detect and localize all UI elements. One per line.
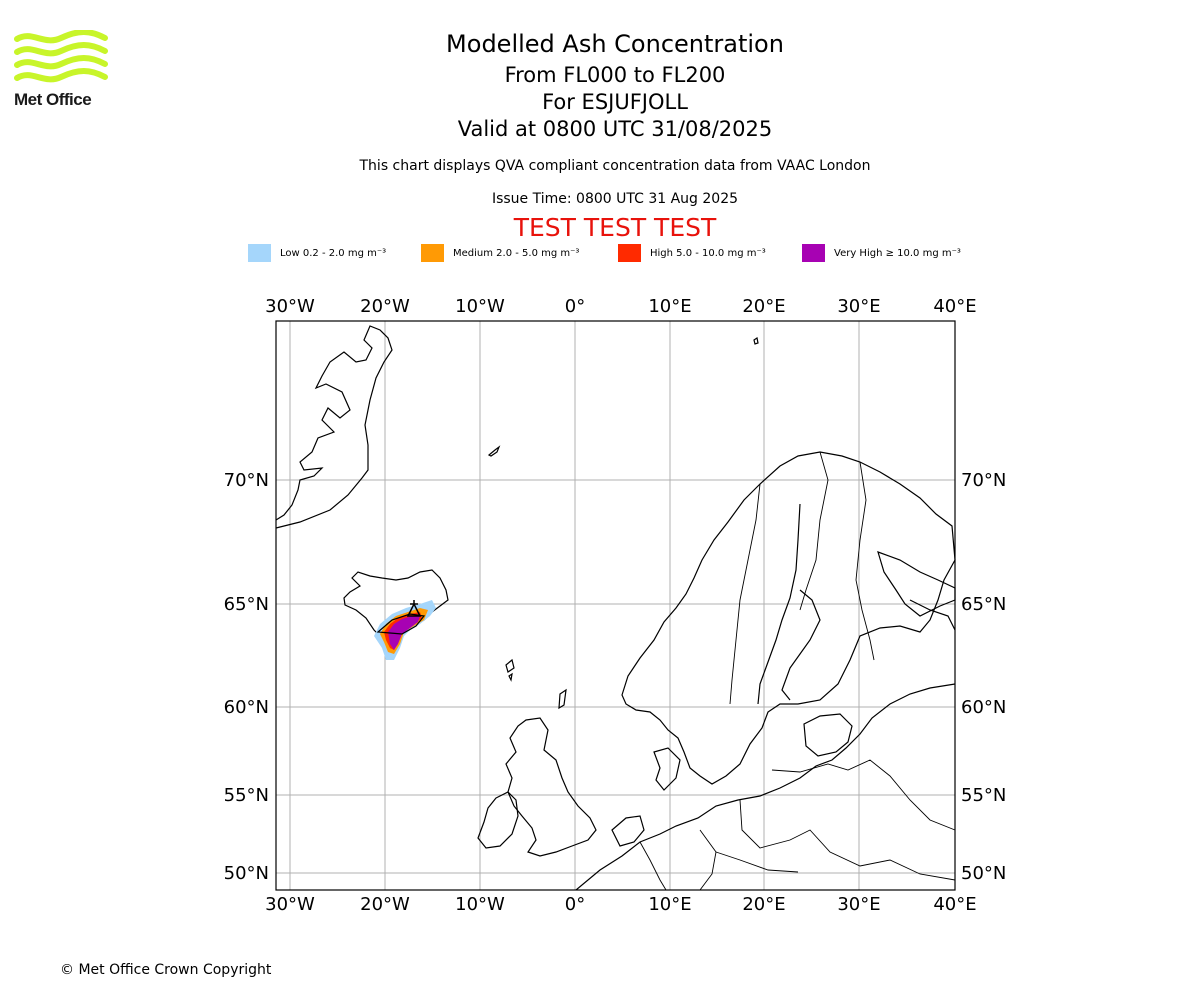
flight-level-range: From FL000 to FL200 (504, 63, 726, 87)
legend-item-medium: Medium 2.0 - 5.0 mg m⁻³ (421, 244, 579, 262)
lat-label: 70°N (961, 470, 1006, 491)
legend-swatch-very-high (802, 244, 825, 262)
qva-compliance-note: This chart displays QVA compliant concen… (359, 158, 871, 174)
lon-label: 30°E (837, 296, 880, 317)
lat-label: 50°N (961, 863, 1006, 884)
ash-plume (374, 600, 436, 660)
lat-label: 60°N (961, 697, 1006, 718)
ash-polygon-outline (376, 613, 426, 635)
logo-text: Met Office (14, 90, 92, 109)
lon-label: 20°E (742, 296, 785, 317)
coast-continent (575, 683, 956, 891)
lon-label: 10°W (455, 296, 505, 317)
volcano-name: For ESJUFJOLL (542, 90, 688, 114)
coast-denmark (653, 747, 681, 791)
lon-label: 40°E (933, 296, 976, 317)
legend-swatch-high (618, 244, 641, 262)
lon-label: 30°W (265, 894, 315, 915)
lon-label: 20°W (360, 296, 410, 317)
longitude-labels-bottom: 30°W 20°W 10°W 0° 10°E 20°E 30°E 40°E (265, 894, 976, 915)
country-borders (639, 451, 956, 891)
lon-label: 10°E (648, 894, 691, 915)
coast-baltic-states (803, 713, 853, 757)
latitude-labels-left: 70°N 65°N 60°N 55°N 50°N (224, 470, 269, 884)
legend-label-very-high: Very High ≥ 10.0 mg m⁻³ (834, 247, 961, 259)
legend-item-very-high: Very High ≥ 10.0 mg m⁻³ (802, 244, 961, 262)
ash-very-high (388, 616, 420, 650)
lon-label: 30°E (837, 894, 880, 915)
coast-greenland (275, 325, 393, 529)
legend-label-low: Low 0.2 - 2.0 mg m⁻³ (280, 247, 387, 259)
lat-label: 55°N (961, 785, 1006, 806)
coast-shetland (558, 688, 567, 710)
issue-time: Issue Time: 0800 UTC 31 Aug 2025 (491, 191, 739, 207)
chart-title: Modelled Ash Concentration (446, 30, 784, 58)
coast-bjornoya (753, 337, 759, 345)
coast-netherlands (611, 815, 645, 847)
legend-label-medium: Medium 2.0 - 5.0 mg m⁻³ (453, 247, 580, 259)
coast-scandinavia (621, 451, 956, 785)
coast-gulf-of-bothnia (757, 503, 801, 705)
lon-label: 20°W (360, 894, 410, 915)
legend-item-low: Low 0.2 - 2.0 mg m⁻³ (248, 244, 386, 262)
coast-kola (877, 551, 956, 617)
concentration-legend: Low 0.2 - 2.0 mg m⁻³ Medium 2.0 - 5.0 mg… (0, 244, 1200, 264)
longitude-labels-top: 30°W 20°W 10°W 0° 10°E 20°E 30°E 40°E (265, 296, 976, 317)
map-gridlines (276, 321, 955, 890)
lon-label: 10°W (455, 894, 505, 915)
coast-white-sea (909, 599, 956, 631)
lon-label: 30°W (265, 296, 315, 317)
coast-great-britain (505, 717, 597, 857)
lon-label: 20°E (742, 894, 785, 915)
lat-label: 60°N (224, 697, 269, 718)
legend-label-high: High 5.0 - 10.0 mg m⁻³ (650, 247, 766, 259)
coast-ireland (477, 791, 519, 849)
met-office-waves-icon (14, 29, 108, 83)
lat-label: 55°N (224, 785, 269, 806)
legend-swatch-medium (421, 244, 444, 262)
lon-label: 0° (565, 296, 585, 317)
latitude-labels-right: 70°N 65°N 60°N 55°N 50°N (961, 470, 1006, 884)
lon-label: 0° (565, 894, 585, 915)
test-banner: TEST TEST TEST (513, 213, 717, 242)
lat-label: 65°N (961, 594, 1006, 615)
coastlines (275, 325, 956, 891)
lat-label: 65°N (224, 594, 269, 615)
lon-label: 10°E (648, 296, 691, 317)
legend-item-high: High 5.0 - 10.0 mg m⁻³ (618, 244, 766, 262)
lat-label: 70°N (224, 470, 269, 491)
valid-time: Valid at 0800 UTC 31/08/2025 (457, 117, 773, 141)
coast-finland-west (781, 589, 821, 701)
met-office-logo: Met Office (14, 29, 109, 112)
volcano-triangle-icon (406, 600, 422, 617)
legend-swatch-low (248, 244, 271, 262)
lon-label: 40°E (933, 894, 976, 915)
coast-faroe (505, 658, 515, 682)
copyright-notice: © Met Office Crown Copyright (60, 962, 272, 978)
map-frame (275, 320, 956, 891)
coast-jan-mayen (487, 445, 501, 457)
lat-label: 50°N (224, 863, 269, 884)
